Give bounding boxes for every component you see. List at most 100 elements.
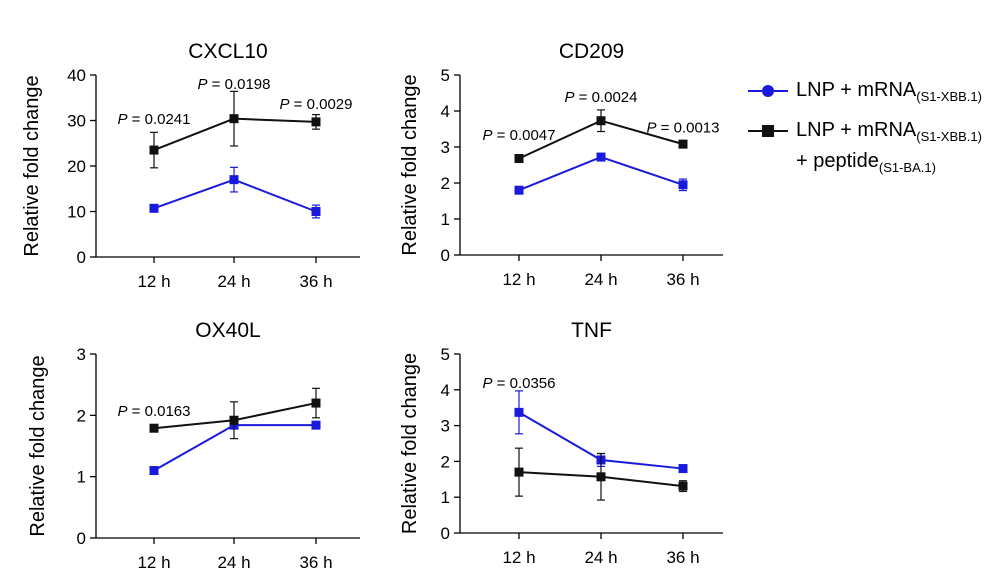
x-tick-label: 12 h bbox=[137, 553, 170, 572]
p-value-annotation: P = 0.0013 bbox=[647, 120, 720, 137]
y-tick-label: 1 bbox=[441, 210, 450, 229]
p-symbol: P bbox=[483, 375, 493, 392]
x-tick-label: 24 h bbox=[584, 548, 617, 567]
y-axis-label: Relative fold change bbox=[27, 355, 49, 536]
data-point-mrna bbox=[311, 207, 321, 216]
y-tick-label: 0 bbox=[441, 524, 450, 543]
p-symbol: P bbox=[198, 76, 208, 93]
data-point-peptide bbox=[149, 145, 159, 155]
data-point-mrna bbox=[149, 466, 159, 476]
p-value: = 0.0163 bbox=[128, 403, 191, 420]
chart-title: TNF bbox=[571, 319, 612, 342]
p-value: = 0.0013 bbox=[657, 120, 720, 137]
x-tick-label: 36 h bbox=[299, 553, 332, 572]
x-tick-label: 12 h bbox=[502, 548, 535, 567]
p-value: = 0.0047 bbox=[493, 127, 556, 144]
x-tick-label: 36 h bbox=[666, 548, 699, 567]
x-tick-label: 24 h bbox=[584, 270, 617, 289]
p-value: = 0.0029 bbox=[290, 96, 353, 113]
y-tick-label: 2 bbox=[441, 452, 450, 471]
y-tick-label: 4 bbox=[441, 102, 450, 121]
data-point-peptide bbox=[678, 481, 688, 491]
y-tick-label: 5 bbox=[441, 66, 450, 85]
p-value-annotation: P = 0.0241 bbox=[118, 111, 191, 128]
p-symbol: P bbox=[118, 111, 128, 128]
data-point-mrna bbox=[229, 175, 239, 185]
y-tick-label: 2 bbox=[77, 406, 86, 425]
data-point-peptide bbox=[229, 415, 239, 425]
data-point-peptide bbox=[514, 467, 524, 477]
y-tick-label: 5 bbox=[441, 345, 450, 364]
p-value-annotation: P = 0.0163 bbox=[118, 403, 191, 420]
data-point-mrna bbox=[678, 464, 688, 474]
y-tick-label: 3 bbox=[441, 138, 450, 157]
square-marker-icon bbox=[762, 125, 774, 137]
panel-cd209: CD209 Relative fold change 0 1 2 3 4 5 12 h 24 h 3… bbox=[399, 40, 723, 289]
y-tick-label: 1 bbox=[441, 488, 450, 507]
p-value: = 0.0198 bbox=[208, 76, 271, 93]
data-point-peptide bbox=[229, 114, 239, 124]
y-tick-label: 4 bbox=[441, 381, 450, 400]
series-line-mrna bbox=[518, 156, 684, 192]
data-point-mrna bbox=[514, 407, 524, 417]
legend-item-mrna: LNP + mRNA(S1-XBB.1) bbox=[748, 76, 993, 106]
y-tick-label: 20 bbox=[67, 157, 86, 176]
y-tick-label: 3 bbox=[77, 345, 86, 364]
x-tick-label: 24 h bbox=[217, 553, 250, 572]
x-tick-label: 36 h bbox=[299, 272, 332, 291]
panel-ox40l: OX40L Relative fold change 0 1 2 3 12 h 24 h 36 … bbox=[27, 319, 360, 572]
y-tick-label: 3 bbox=[441, 417, 450, 436]
legend: LNP + mRNA(S1-XBB.1) LNP + mRNA(S1-XBB.1… bbox=[748, 76, 993, 176]
data-point-peptide bbox=[149, 423, 159, 433]
p-value: = 0.0024 bbox=[575, 89, 638, 106]
data-point-mrna bbox=[149, 203, 159, 213]
legend-item-peptide: LNP + mRNA(S1-XBB.1) + peptide(S1-BA.1) bbox=[748, 116, 993, 176]
panel-cxcl10: CXCL10 Relative fold change 0 10 20 30 40 12 h 2… bbox=[21, 40, 360, 291]
y-tick-label: 10 bbox=[67, 203, 86, 222]
legend-label-mrna: LNP + mRNA(S1-XBB.1) bbox=[796, 79, 982, 104]
data-point-mrna bbox=[514, 185, 524, 195]
data-point-peptide bbox=[514, 154, 524, 164]
p-value-annotation: P = 0.0356 bbox=[483, 375, 556, 392]
y-tick-label: 0 bbox=[441, 246, 450, 265]
p-symbol: P bbox=[565, 89, 575, 106]
x-tick-label: 24 h bbox=[217, 272, 250, 291]
y-tick-label: 0 bbox=[77, 529, 86, 548]
y-tick-label: 30 bbox=[67, 112, 86, 131]
legend-label-peptide: LNP + mRNA(S1-XBB.1) + peptide(S1-BA.1) bbox=[796, 119, 982, 175]
p-symbol: P bbox=[280, 96, 290, 113]
y-axis-label: Relative fold change bbox=[399, 353, 421, 534]
y-axis-label: Relative fold change bbox=[399, 74, 421, 255]
p-value-annotation: P = 0.0198 bbox=[198, 76, 271, 93]
panel-tnf: TNF Relative fold change 0 1 2 3 4 5 12 h 24 h 36 … bbox=[399, 319, 723, 567]
chart-title: CD209 bbox=[559, 40, 624, 63]
data-point-mrna bbox=[678, 180, 688, 190]
x-tick-label: 36 h bbox=[666, 270, 699, 289]
p-symbol: P bbox=[483, 127, 493, 144]
data-point-peptide bbox=[311, 398, 321, 408]
data-point-mrna bbox=[596, 152, 606, 162]
y-tick-label: 40 bbox=[67, 66, 86, 85]
series-line-mrna bbox=[153, 424, 316, 472]
data-point-peptide bbox=[678, 139, 688, 149]
y-tick-label: 0 bbox=[77, 248, 86, 267]
circle-marker-icon bbox=[762, 85, 774, 97]
p-value: = 0.0241 bbox=[128, 111, 191, 128]
data-point-peptide bbox=[596, 472, 606, 482]
x-tick-label: 12 h bbox=[137, 272, 170, 291]
p-symbol: P bbox=[118, 403, 128, 420]
p-value: = 0.0356 bbox=[493, 375, 556, 392]
chart-title: OX40L bbox=[195, 319, 260, 342]
x-tick-label: 12 h bbox=[502, 270, 535, 289]
y-axis-label: Relative fold change bbox=[21, 75, 43, 256]
chart-title: CXCL10 bbox=[188, 40, 267, 63]
p-symbol: P bbox=[647, 120, 657, 137]
data-point-peptide bbox=[596, 116, 606, 126]
series-line-mrna bbox=[153, 178, 317, 213]
p-value-annotation: P = 0.0029 bbox=[280, 96, 353, 113]
p-value-annotation: P = 0.0024 bbox=[565, 89, 638, 106]
y-tick-label: 2 bbox=[441, 174, 450, 193]
data-point-mrna bbox=[311, 420, 321, 430]
p-value-annotation: P = 0.0047 bbox=[483, 127, 556, 144]
